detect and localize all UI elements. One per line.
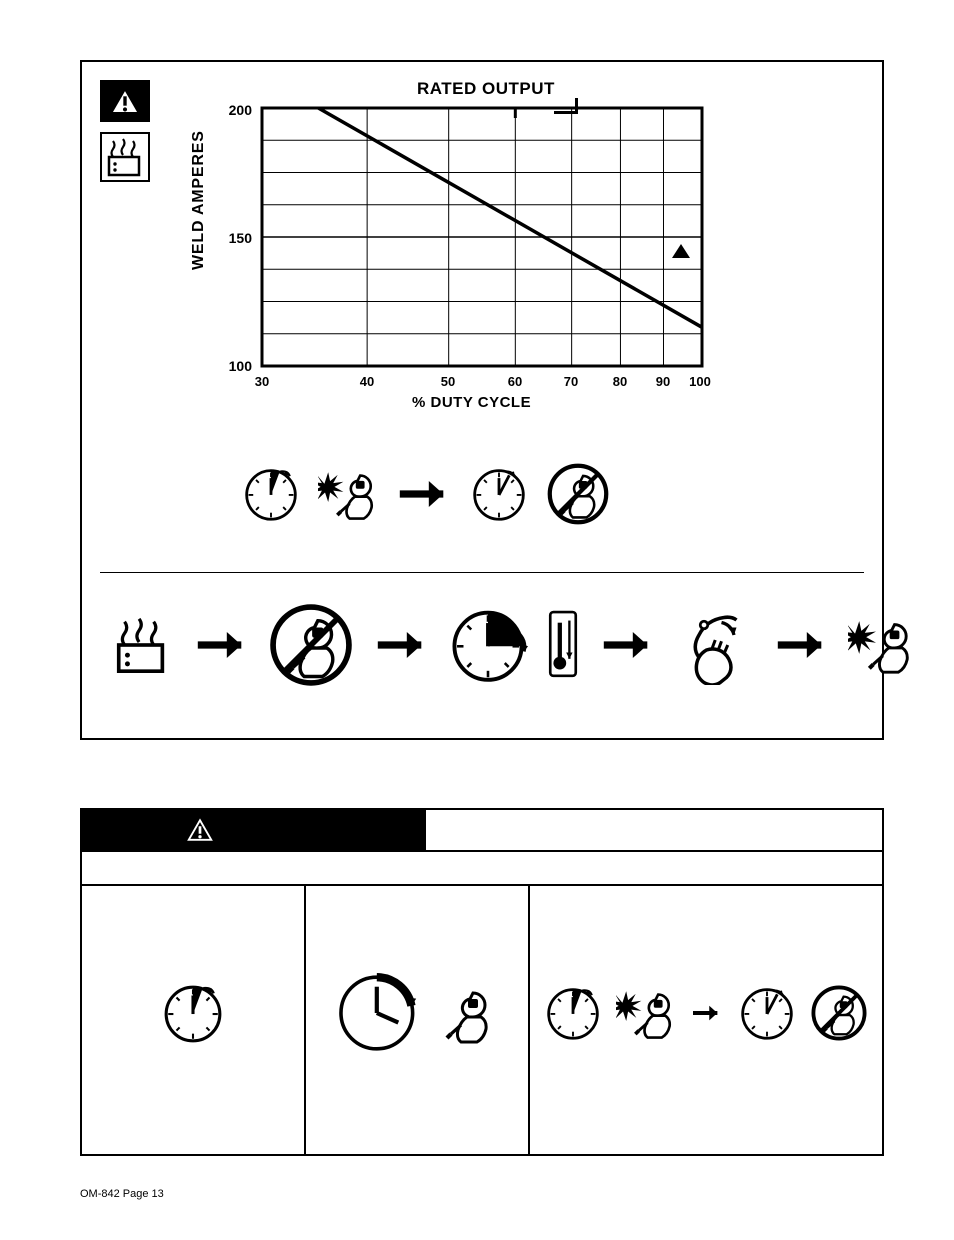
chart-title: RATED OUTPUT (417, 79, 555, 99)
welder-on-icon (848, 613, 912, 682)
cell-continuous (304, 886, 528, 1154)
xtick: 90 (651, 374, 675, 389)
reduce-dial-icon (674, 605, 754, 690)
page-footer: OM-842 Page 13 (80, 1188, 884, 1200)
overheat-icon (100, 132, 150, 182)
xtick: 30 (250, 374, 274, 389)
warning-icon (100, 80, 150, 122)
ytick: 100 (222, 358, 252, 374)
xtick: 70 (559, 374, 583, 389)
aux-header-left (82, 810, 426, 850)
no-weld-icon (546, 462, 610, 531)
ytick: 200 (222, 102, 252, 118)
overheat-icon (110, 613, 174, 682)
chart-marker-icon (672, 244, 690, 258)
chart-ylabel: WELD AMPERES (190, 130, 208, 270)
aux-header (82, 810, 882, 850)
xtick: 40 (355, 374, 379, 389)
welder-icon (435, 981, 499, 1048)
warning-icon (186, 818, 214, 842)
chart-xlabel: % DUTY CYCLE (412, 394, 531, 411)
arrow-icon (372, 616, 430, 679)
arrow-icon (772, 616, 830, 679)
clock-6min-icon (242, 465, 300, 528)
footer-left: OM-842 Page 13 (80, 1188, 164, 1200)
clock-2min-icon (738, 984, 796, 1045)
clock-15min-icon (448, 605, 528, 690)
aux-note (82, 850, 882, 884)
arrow-icon (192, 616, 250, 679)
xtick: 80 (608, 374, 632, 389)
cell-60pct (528, 886, 882, 1154)
duty-example-row (242, 462, 610, 531)
welder-on-icon (318, 465, 376, 528)
duty-cycle-panel: RATED OUTPUT WELD AMPERES % DUTY CYCLE 2… (80, 60, 884, 740)
chart-plot-area (260, 106, 704, 368)
overheat-sequence (110, 602, 912, 693)
aux-header-right (426, 810, 882, 850)
arrow-icon (394, 465, 452, 528)
xtick: 60 (503, 374, 527, 389)
clock-6min-icon (161, 981, 225, 1048)
arrow-icon (598, 616, 656, 679)
aux-cells (82, 884, 882, 1154)
no-weld-icon (268, 602, 354, 693)
xtick: 50 (436, 374, 460, 389)
arrow-icon (688, 1000, 724, 1029)
welder-on-icon (616, 984, 674, 1045)
clock-2min-icon (470, 465, 528, 528)
no-weld-icon (810, 984, 868, 1045)
clock-continuous-icon (335, 970, 421, 1059)
thermometer-icon (546, 606, 580, 689)
cell-duty-def (82, 886, 304, 1154)
clock-6min-icon (544, 984, 602, 1045)
aux-power-panel (80, 808, 884, 1156)
separator (100, 572, 864, 573)
ytick: 150 (222, 230, 252, 246)
xtick: 100 (688, 374, 712, 389)
